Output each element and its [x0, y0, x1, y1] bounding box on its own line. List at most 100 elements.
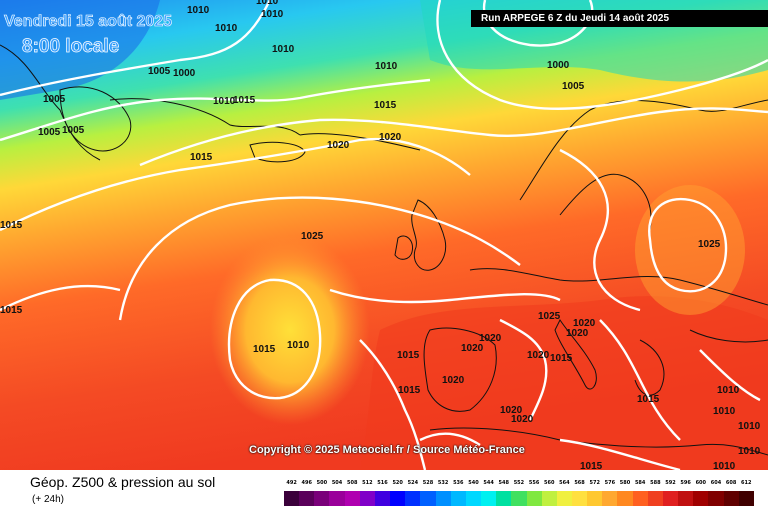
isobar-label: 1010: [738, 421, 761, 432]
isobar-label: 1015: [374, 100, 397, 111]
forecast-time: 8:00 locale: [22, 36, 120, 58]
scale-swatch: [647, 491, 663, 506]
scale-swatch: [299, 491, 315, 506]
scale-swatch: [450, 491, 466, 506]
isobar-label: 1015: [550, 353, 573, 364]
scale-swatch: [708, 491, 724, 506]
color-scale-bar: [284, 491, 754, 506]
scale-tick-label: 516: [377, 480, 388, 486]
scale-tick-label: 532: [437, 480, 449, 486]
isobar-label: 1005: [43, 94, 66, 105]
isobar-label: 1020: [442, 375, 465, 386]
isobar-label: 1015: [233, 95, 256, 106]
scale-swatch: [465, 491, 482, 506]
scale-swatch: [359, 491, 375, 506]
isobar-label: 1015: [637, 394, 660, 405]
isobar-label: 1025: [698, 239, 721, 250]
isobar-label: 1020: [479, 333, 502, 344]
isobar-label: 1010: [713, 461, 736, 470]
isobar-label: 1015: [397, 350, 420, 361]
scale-tick-label: 580: [619, 480, 631, 486]
scale-swatch: [587, 491, 603, 506]
weather-map: 1010 1010 1010 1010 1010 1010 1000 1000 …: [0, 0, 768, 470]
scale-tick-label: 540: [468, 480, 479, 486]
isobar-label: 1010: [287, 340, 310, 351]
scale-swatch: [344, 491, 360, 506]
scale-tick-label: 560: [544, 480, 555, 486]
isobar-label: 1000: [547, 60, 570, 71]
scale-tick-label: 592: [665, 480, 676, 486]
scale-tick-label: 576: [604, 480, 616, 486]
scale-tick-label: 496: [301, 480, 312, 486]
hot-region: [360, 296, 768, 470]
scale-swatch: [602, 491, 618, 506]
isobar-label: 1010: [738, 446, 761, 457]
isobar-label: 1005: [562, 81, 585, 92]
isobar-label: 1010: [215, 23, 238, 34]
scale-tick-label: 568: [574, 480, 585, 486]
forecast-date: Vendredi 15 août 2025: [4, 13, 173, 31]
scale-swatch: [435, 491, 451, 506]
scale-tick-label: 556: [528, 480, 540, 486]
scale-swatch: [420, 491, 436, 506]
scale-swatch: [481, 491, 497, 506]
isobar-label: 1015: [398, 385, 421, 396]
scale-tick-label: 504: [331, 480, 343, 486]
scale-swatch: [541, 491, 557, 506]
scale-tick-label: 508: [346, 480, 358, 486]
scale-tick-label: 604: [710, 480, 722, 486]
scale-swatch: [662, 491, 679, 506]
isobar-label: 1020: [461, 343, 484, 354]
isobar-label: 1010: [375, 61, 398, 72]
legend-subtitle: (+ 24h): [32, 494, 64, 505]
isobar-label: 1010: [713, 406, 736, 417]
isobar-label: 1005: [62, 125, 85, 136]
scale-tick-label: 492: [286, 480, 297, 486]
isobar-label: 1020: [573, 318, 596, 329]
isobar-label: 1010: [213, 96, 236, 107]
color-scale-labels: 492 496 500 504 508 512 516 520 524 528 532 536 540 5…: [284, 480, 754, 490]
cold-pool: [0, 0, 160, 100]
scale-swatch: [496, 491, 512, 506]
scale-tick-label: 524: [407, 480, 419, 486]
scale-tick-label: 584: [634, 480, 646, 486]
isobar-label: 1015: [190, 152, 213, 163]
legend-title: Géop. Z500 & pression au sol: [30, 474, 216, 490]
isobar-label: 1015: [0, 305, 23, 316]
scale-swatch: [374, 491, 391, 506]
isobar-label: 1020: [379, 132, 402, 143]
isobar-label: 1020: [511, 414, 534, 425]
scale-swatch: [571, 491, 588, 506]
scale-tick-label: 600: [695, 480, 707, 486]
scale-tick-label: 536: [453, 480, 464, 486]
scale-swatch: [556, 491, 572, 506]
scale-swatch: [284, 491, 300, 506]
map-canvas: 1010 1010 1010 1010 1010 1010 1000 1000 …: [0, 0, 768, 470]
scale-tick-label: 520: [392, 480, 403, 486]
isobar-label: 1010: [187, 5, 210, 16]
scale-swatch: [314, 491, 330, 506]
scale-tick-label: 608: [725, 480, 737, 486]
scale-swatch: [329, 491, 345, 506]
scale-swatch: [678, 491, 694, 506]
isobar-label: 1010: [261, 9, 284, 20]
isobar-label: 1020: [327, 140, 350, 151]
isobar-label: 1000: [173, 68, 196, 79]
scale-tick-label: 612: [741, 480, 752, 486]
warm-core: [210, 235, 370, 425]
scale-swatch: [738, 491, 754, 506]
scale-tick-label: 596: [680, 480, 691, 486]
isobar-label: 1010: [272, 44, 295, 55]
scale-tick-label: 528: [422, 480, 434, 486]
isobar-label: 1010: [717, 385, 740, 396]
scale-tick-label: 548: [498, 480, 509, 486]
scale-swatch: [526, 491, 542, 506]
scale-swatch: [632, 491, 648, 506]
isobar-label: 1005: [38, 127, 61, 138]
isobar-labels: 1010 1010 1010 1010 1010 1010 1000 1000 …: [0, 0, 761, 470]
scale-swatch: [405, 491, 421, 506]
isobar-label: 1005: [148, 66, 171, 77]
scale-swatch: [617, 491, 633, 506]
scale-tick-label: 544: [483, 480, 494, 486]
color-scale: 492 496 500 504 508 512 516 520 524 528 532 536 540 5…: [284, 480, 754, 508]
